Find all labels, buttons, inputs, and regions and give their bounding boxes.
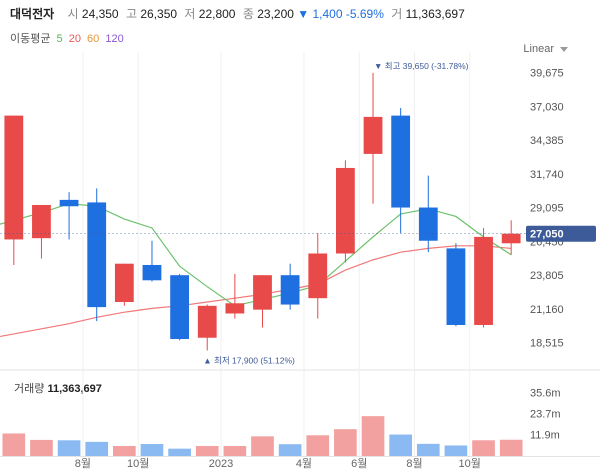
candle-body	[308, 253, 328, 299]
price-tick-label: 31,740	[530, 169, 564, 181]
candle-body	[197, 305, 217, 338]
close-value: 23,200	[257, 7, 294, 21]
last-price-label: 27,050	[530, 229, 564, 241]
max-price-label: ▼ 최고 39,650 (-31.78%)	[374, 61, 469, 71]
volume-bar	[30, 439, 53, 456]
volume-value: 11,363,697	[405, 7, 465, 21]
candle-body	[32, 204, 51, 239]
candle-body	[474, 236, 493, 325]
volume-bar	[334, 429, 357, 456]
low-label: 저	[184, 7, 196, 21]
candle-body	[391, 115, 411, 208]
candle-body	[363, 116, 383, 154]
ma-20-label[interactable]: 20	[68, 33, 81, 45]
x-tick-label: 4월	[296, 457, 312, 470]
ma-60-label[interactable]: 60	[87, 33, 100, 45]
volume-header: 거래량 11,363,697	[14, 380, 102, 396]
candle-body	[114, 263, 134, 302]
candle-body	[280, 275, 300, 305]
candle-body	[336, 167, 355, 254]
open-value: 24,350	[81, 7, 119, 21]
volume-bar	[140, 444, 164, 456]
volume-bar	[361, 416, 385, 456]
volume-tick-label: 23.7m	[530, 409, 561, 421]
x-tick-label: 10월	[127, 457, 149, 470]
price-tick-label: 29,095	[530, 203, 564, 215]
price-tick-label: 39,675	[530, 68, 564, 80]
volume-bar	[195, 445, 219, 456]
price-tick-label: 21,160	[530, 304, 564, 316]
close-label: 종	[242, 7, 254, 21]
candle-body	[4, 115, 24, 240]
scale-mode-dropdown[interactable]: Linear	[523, 43, 568, 55]
price-tick-label: 37,030	[530, 101, 564, 113]
last-price-tag	[526, 225, 596, 242]
ma-5-label[interactable]: 5	[56, 33, 63, 45]
candle-body	[170, 275, 189, 340]
x-tick-label: 8월	[75, 457, 91, 470]
volume-header-value: 11,363,697	[47, 383, 102, 395]
volume-bar	[389, 434, 412, 456]
candle-body	[418, 207, 438, 241]
moving-average-legend[interactable]: 이동평균 5 20 60 120	[10, 30, 127, 46]
volume-bar	[223, 445, 247, 456]
ma-legend-title: 이동평균	[10, 33, 51, 45]
volume-label: 거	[391, 7, 403, 21]
volume-bar	[113, 445, 136, 456]
volume-bar	[2, 433, 26, 456]
candle-body	[501, 233, 521, 244]
candle-body	[225, 303, 245, 314]
high-value: 26,350	[140, 7, 178, 21]
price-tick-label: 18,515	[530, 338, 564, 350]
volume-bar	[85, 441, 109, 456]
candle-body	[253, 275, 272, 310]
ma-120-label[interactable]: 120	[105, 33, 124, 45]
candle-body	[446, 248, 466, 325]
volume-tick-label: 35.6m	[530, 387, 561, 399]
volume-bar	[168, 448, 191, 456]
stock-name: 대덕전자	[10, 7, 55, 21]
price-tick-label: 34,385	[530, 135, 564, 147]
volume-bars	[2, 416, 523, 456]
ma20-line	[0, 245, 512, 338]
candles	[4, 72, 521, 351]
high-label: 고	[125, 7, 137, 21]
volume-header-label: 거래량	[14, 383, 45, 395]
chart-annotations: ▼ 최고 39,650 (-31.78%) ▲ 최저 17,900 (51.12%…	[0, 61, 596, 366]
candle-body	[59, 199, 79, 207]
axis-labels: 8월 10월 2023 4월 6월 8월 10월 39,675 37,030 34,385 31,7…	[75, 68, 564, 470]
x-tick-label: 8월	[406, 457, 422, 470]
volume-bar	[306, 435, 330, 456]
volume-bar	[278, 444, 302, 456]
volume-bar	[472, 440, 495, 456]
open-label: 시	[67, 7, 79, 21]
chart-grid	[0, 52, 600, 457]
candle-body	[87, 202, 107, 308]
x-tick-label: 6월	[351, 457, 367, 470]
quote-header: 대덕전자 시 24,350 고 26,350 저 22,800 종 23,200…	[10, 5, 465, 22]
x-tick-label: 2023	[209, 458, 233, 470]
volume-bar	[444, 445, 468, 456]
volume-bar	[57, 440, 81, 456]
volume-bar	[251, 436, 274, 456]
volume-bar	[416, 443, 440, 456]
price-tick-label: 23,805	[530, 270, 564, 282]
low-value: 22,800	[198, 7, 236, 21]
change-value: ▼ 1,400 -5.69%	[297, 7, 384, 21]
min-price-label: ▲ 최저 17,900 (51.12%)	[203, 356, 295, 366]
candle-body	[142, 264, 162, 281]
x-tick-label: 10월	[459, 457, 481, 470]
volume-tick-label: 11.9m	[530, 430, 560, 442]
volume-bar	[499, 439, 523, 456]
